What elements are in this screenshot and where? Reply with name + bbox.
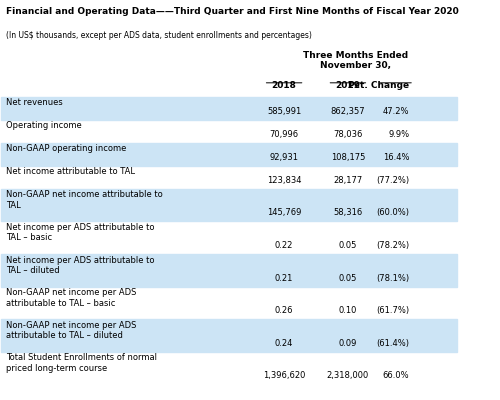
Text: Three Months Ended
November 30,: Three Months Ended November 30, [304,51,408,70]
FancyBboxPatch shape [2,254,458,286]
Text: (61.7%): (61.7%) [376,306,410,315]
Text: Total Student Enrollments of normal
priced long-term course: Total Student Enrollments of normal pric… [6,353,157,373]
Text: 862,357: 862,357 [330,107,365,116]
Text: Non-GAAP net income per ADS
attributable to TAL – basic: Non-GAAP net income per ADS attributable… [6,288,136,308]
Text: 123,834: 123,834 [267,176,302,185]
Text: 0.24: 0.24 [275,339,293,348]
Text: Financial and Operating Data——Third Quarter and First Nine Months of Fiscal Year: Financial and Operating Data——Third Quar… [6,7,458,16]
FancyBboxPatch shape [2,97,458,120]
Text: 2019: 2019 [336,81,360,90]
Text: 0.05: 0.05 [338,274,357,283]
Text: 92,931: 92,931 [270,153,298,162]
Text: 1,396,620: 1,396,620 [263,371,306,380]
Text: Non-GAAP net income attributable to
TAL: Non-GAAP net income attributable to TAL [6,190,162,210]
Text: 28,177: 28,177 [334,176,362,185]
Text: 585,991: 585,991 [267,107,301,116]
Text: (60.0%): (60.0%) [376,208,410,218]
Text: Pct. Change: Pct. Change [348,81,410,90]
Text: 78,036: 78,036 [333,130,362,139]
FancyBboxPatch shape [2,319,458,352]
Text: 145,769: 145,769 [267,208,302,218]
Text: 16.4%: 16.4% [383,153,409,162]
Text: Net income attributable to TAL: Net income attributable to TAL [6,168,135,176]
Text: (61.4%): (61.4%) [376,339,410,348]
Text: (78.2%): (78.2%) [376,241,410,250]
Text: Net revenues: Net revenues [6,98,62,107]
Text: 0.26: 0.26 [275,306,293,315]
Text: (78.1%): (78.1%) [376,274,410,283]
Text: (In US$ thousands, except per ADS data, student enrollments and percentages): (In US$ thousands, except per ADS data, … [6,31,312,40]
Text: 2018: 2018 [272,81,296,90]
FancyBboxPatch shape [2,143,458,166]
Text: 108,175: 108,175 [330,153,365,162]
Text: 58,316: 58,316 [334,208,362,218]
Text: 0.09: 0.09 [338,339,357,348]
Text: Non-GAAP net income per ADS
attributable to TAL – diluted: Non-GAAP net income per ADS attributable… [6,321,136,340]
Text: Operating income: Operating income [6,121,82,130]
Text: (77.2%): (77.2%) [376,176,410,185]
Text: 70,996: 70,996 [270,130,298,139]
Text: Non-GAAP operating income: Non-GAAP operating income [6,144,126,153]
Text: 0.22: 0.22 [275,241,293,250]
FancyBboxPatch shape [2,189,458,222]
Text: 47.2%: 47.2% [383,107,409,116]
Text: 2,318,000: 2,318,000 [327,371,369,380]
Text: 0.21: 0.21 [275,274,293,283]
Text: Net income per ADS attributable to
TAL – basic: Net income per ADS attributable to TAL –… [6,223,154,242]
Text: 0.05: 0.05 [338,241,357,250]
Text: 9.9%: 9.9% [388,130,409,139]
Text: 66.0%: 66.0% [383,371,409,380]
Text: 0.10: 0.10 [338,306,357,315]
Text: Net income per ADS attributable to
TAL – diluted: Net income per ADS attributable to TAL –… [6,256,154,275]
